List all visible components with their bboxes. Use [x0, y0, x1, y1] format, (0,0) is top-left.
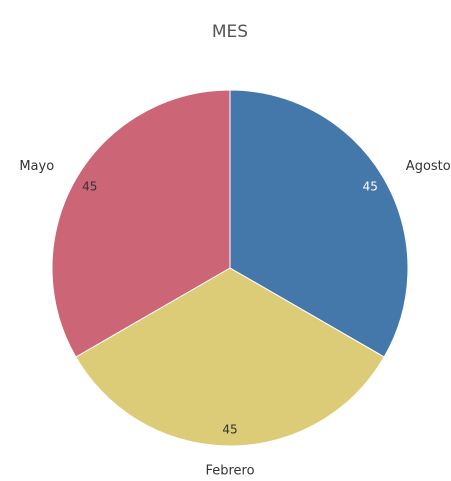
chart-title: MES: [212, 22, 248, 42]
category-label: Agosto: [406, 159, 451, 174]
value-label: 45: [82, 180, 97, 194]
value-label: 45: [222, 423, 237, 437]
category-label: Febrero: [205, 464, 254, 479]
pie-slice: [229, 89, 409, 358]
value-label: 45: [363, 180, 378, 194]
category-label: Mayo: [19, 159, 54, 174]
pie-slice: [51, 89, 231, 358]
